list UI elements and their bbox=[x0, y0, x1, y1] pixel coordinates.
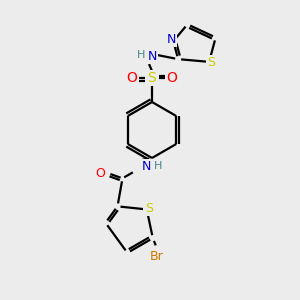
Text: O: O bbox=[127, 71, 137, 85]
Text: S: S bbox=[145, 202, 153, 215]
Text: Br: Br bbox=[150, 250, 164, 263]
Text: H: H bbox=[154, 161, 163, 171]
Text: N: N bbox=[147, 50, 157, 62]
Text: N: N bbox=[142, 160, 151, 173]
Text: S: S bbox=[148, 71, 156, 85]
Text: S: S bbox=[207, 56, 215, 69]
Text: O: O bbox=[96, 167, 105, 180]
Text: O: O bbox=[167, 71, 177, 85]
Text: N: N bbox=[167, 33, 176, 46]
Text: H: H bbox=[137, 50, 145, 60]
